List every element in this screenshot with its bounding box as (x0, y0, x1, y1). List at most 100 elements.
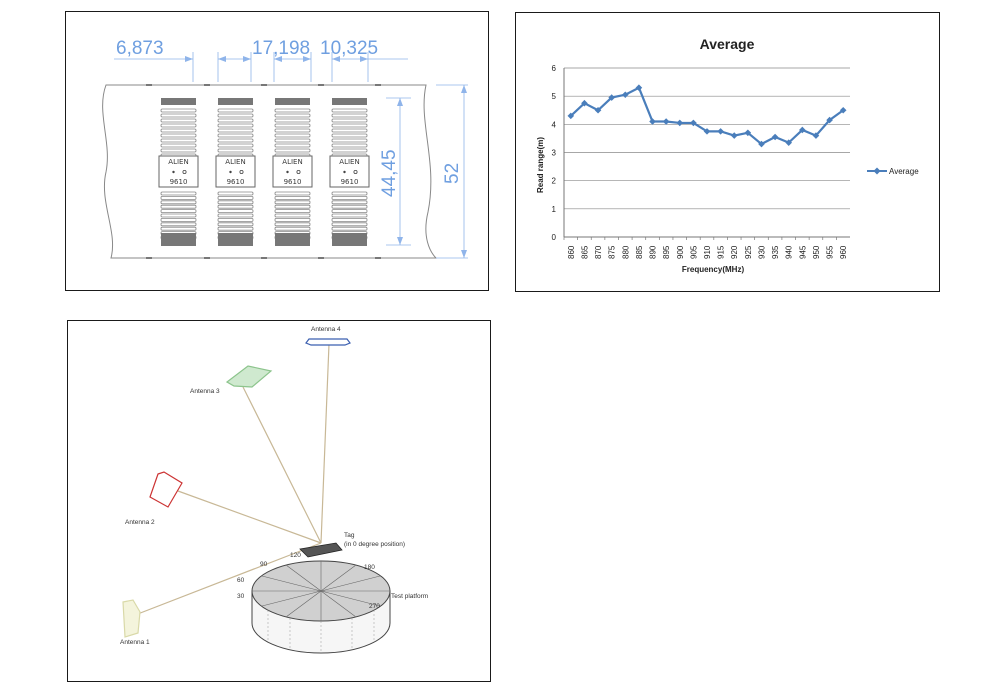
x-tick-label: 935 (771, 245, 780, 259)
tag-inlay-3: ALIEN 9610 (272, 98, 313, 246)
antenna-3 (225, 365, 273, 388)
x-tick-labels: 860 865 870 875 880 885 890 895 900 905 910 915 920 9… (563, 237, 848, 259)
angle-label-30: 30 (237, 593, 245, 600)
data-point (690, 119, 697, 127)
chip-model-label: 9610 (227, 178, 245, 186)
chart-gridlines (564, 67, 850, 210)
x-tick-label: 885 (635, 245, 644, 259)
registration-marks (146, 84, 381, 259)
x-tick-label: 910 (703, 245, 712, 259)
data-point (730, 132, 738, 139)
data-point (826, 116, 833, 124)
chip-brand-label: ALIEN (282, 158, 302, 166)
x-tick-label: 915 (717, 245, 726, 259)
data-point (662, 118, 670, 125)
x-tick-label: 860 (567, 245, 576, 259)
chip-model-label: 9610 (284, 178, 302, 186)
y-tick-label: 2 (552, 177, 557, 186)
data-point (799, 126, 806, 134)
tag-inlay-1: ALIEN 9610 (158, 98, 199, 246)
tag-label-line2: (in 0 degree position) (344, 541, 405, 548)
x-tick-label: 955 (826, 245, 835, 259)
x-tick-label: 865 (580, 245, 589, 259)
x-tick-label: 960 (839, 245, 848, 259)
chip-model-label: 9610 (341, 178, 359, 186)
legend-label: Average (889, 167, 919, 176)
y-axis-label: Read range(m) (536, 137, 545, 193)
data-point (581, 99, 588, 107)
data-point (785, 139, 793, 146)
x-tick-label: 920 (730, 245, 739, 259)
data-point (812, 132, 820, 139)
tag (299, 542, 343, 558)
x-tick-label: 940 (785, 245, 794, 259)
x-tick-label: 930 (757, 245, 766, 259)
x-axis-label: Frequency(MHz) (682, 265, 745, 274)
read-range-chart-panel: Average 0 1 2 3 4 5 6 860 865 870 875 880 885 890 895… (515, 12, 940, 292)
data-point (676, 119, 684, 127)
tag-inlay-drawing: 6,873 17,198 10,325 44,45 52 ALIEN9610AL… (102, 38, 468, 259)
y-tick-labels: 0 1 2 3 4 5 6 (552, 64, 557, 242)
chart-title: Average (700, 36, 755, 52)
angle-label-270: 270 (369, 603, 380, 610)
chip-brand-label: ALIEN (339, 158, 359, 166)
angle-label-120: 120 (290, 552, 301, 559)
antenna-2-label: Antenna 2 (125, 519, 155, 526)
data-point (567, 112, 575, 120)
x-tick-label: 905 (689, 245, 698, 259)
y-tick-label: 0 (552, 233, 557, 242)
test-platform-label: Test platform (391, 593, 428, 600)
tag-inlay-2: ALIEN 9610 (215, 98, 256, 246)
tag-label-line1: Tag (344, 532, 355, 539)
vertical-dimension-lines (386, 84, 468, 259)
legend: Average (867, 167, 919, 176)
pitch-dimension-3: 10,325 (320, 38, 378, 59)
x-tick-label: 900 (676, 245, 685, 259)
y-tick-label: 4 (552, 120, 557, 129)
antenna-4 (305, 338, 351, 346)
x-tick-label: 925 (744, 245, 753, 259)
data-point (621, 91, 629, 99)
x-tick-label: 870 (594, 245, 603, 259)
read-range-chart: Average 0 1 2 3 4 5 6 860 865 870 875 880 885 890 895… (536, 36, 919, 274)
x-tick-label: 945 (798, 245, 807, 259)
legend-marker (873, 167, 881, 175)
antenna-1-label: Antenna 1 (120, 639, 150, 646)
antenna-3-label: Antenna 3 (190, 388, 220, 395)
chart-axes (563, 68, 850, 238)
x-tick-label: 890 (649, 245, 658, 259)
x-tick-label: 875 (608, 245, 617, 259)
tag-inlay-drawing-panel: 6,873 17,198 10,325 44,45 52 ALIEN 9610 AL… (65, 11, 489, 291)
angle-label-180: 180 (364, 564, 375, 571)
chip-brand-label: ALIEN (168, 158, 188, 166)
dimension-arrows (185, 56, 368, 62)
chip-model-label: 9610 (170, 178, 188, 186)
test-platform (251, 560, 391, 654)
angle-label-90: 90 (260, 561, 268, 568)
x-tick-label: 880 (621, 245, 630, 259)
antenna-height-dimension: 44,45 (379, 149, 400, 197)
y-tick-label: 1 (552, 205, 557, 214)
data-point (608, 94, 615, 101)
antenna-1 (122, 599, 141, 638)
test-setup-diagram-panel: Antenna 4 Antenna 3 Antenna 2 Antenna 1 (67, 320, 491, 682)
tag-inlay-4: ALIEN 9610 (329, 98, 370, 246)
angle-label-60: 60 (237, 577, 245, 584)
data-point (744, 129, 752, 137)
y-tick-label: 5 (552, 92, 557, 101)
y-tick-label: 3 (552, 149, 557, 158)
signal-paths (129, 343, 330, 618)
web-height-dimension: 52 (442, 163, 463, 184)
vertical-dimension-arrows (397, 85, 467, 258)
antenna-2 (149, 471, 183, 508)
data-point (635, 84, 643, 92)
tag-antennas: ALIEN 9610 ALIEN 9610 ALIEN 9610 ALIEN 9610 (158, 98, 370, 246)
data-point (839, 106, 847, 114)
data-point (717, 128, 724, 135)
test-setup-diagram: Antenna 4 Antenna 3 Antenna 2 Antenna 1 (120, 326, 428, 654)
chip-brand-label: ALIEN (225, 158, 245, 166)
x-tick-label: 895 (662, 245, 671, 259)
pitch-dimension-1: 6,873 (116, 38, 164, 59)
data-point (649, 118, 656, 125)
pitch-dimension-2: 17,198 (252, 38, 310, 59)
